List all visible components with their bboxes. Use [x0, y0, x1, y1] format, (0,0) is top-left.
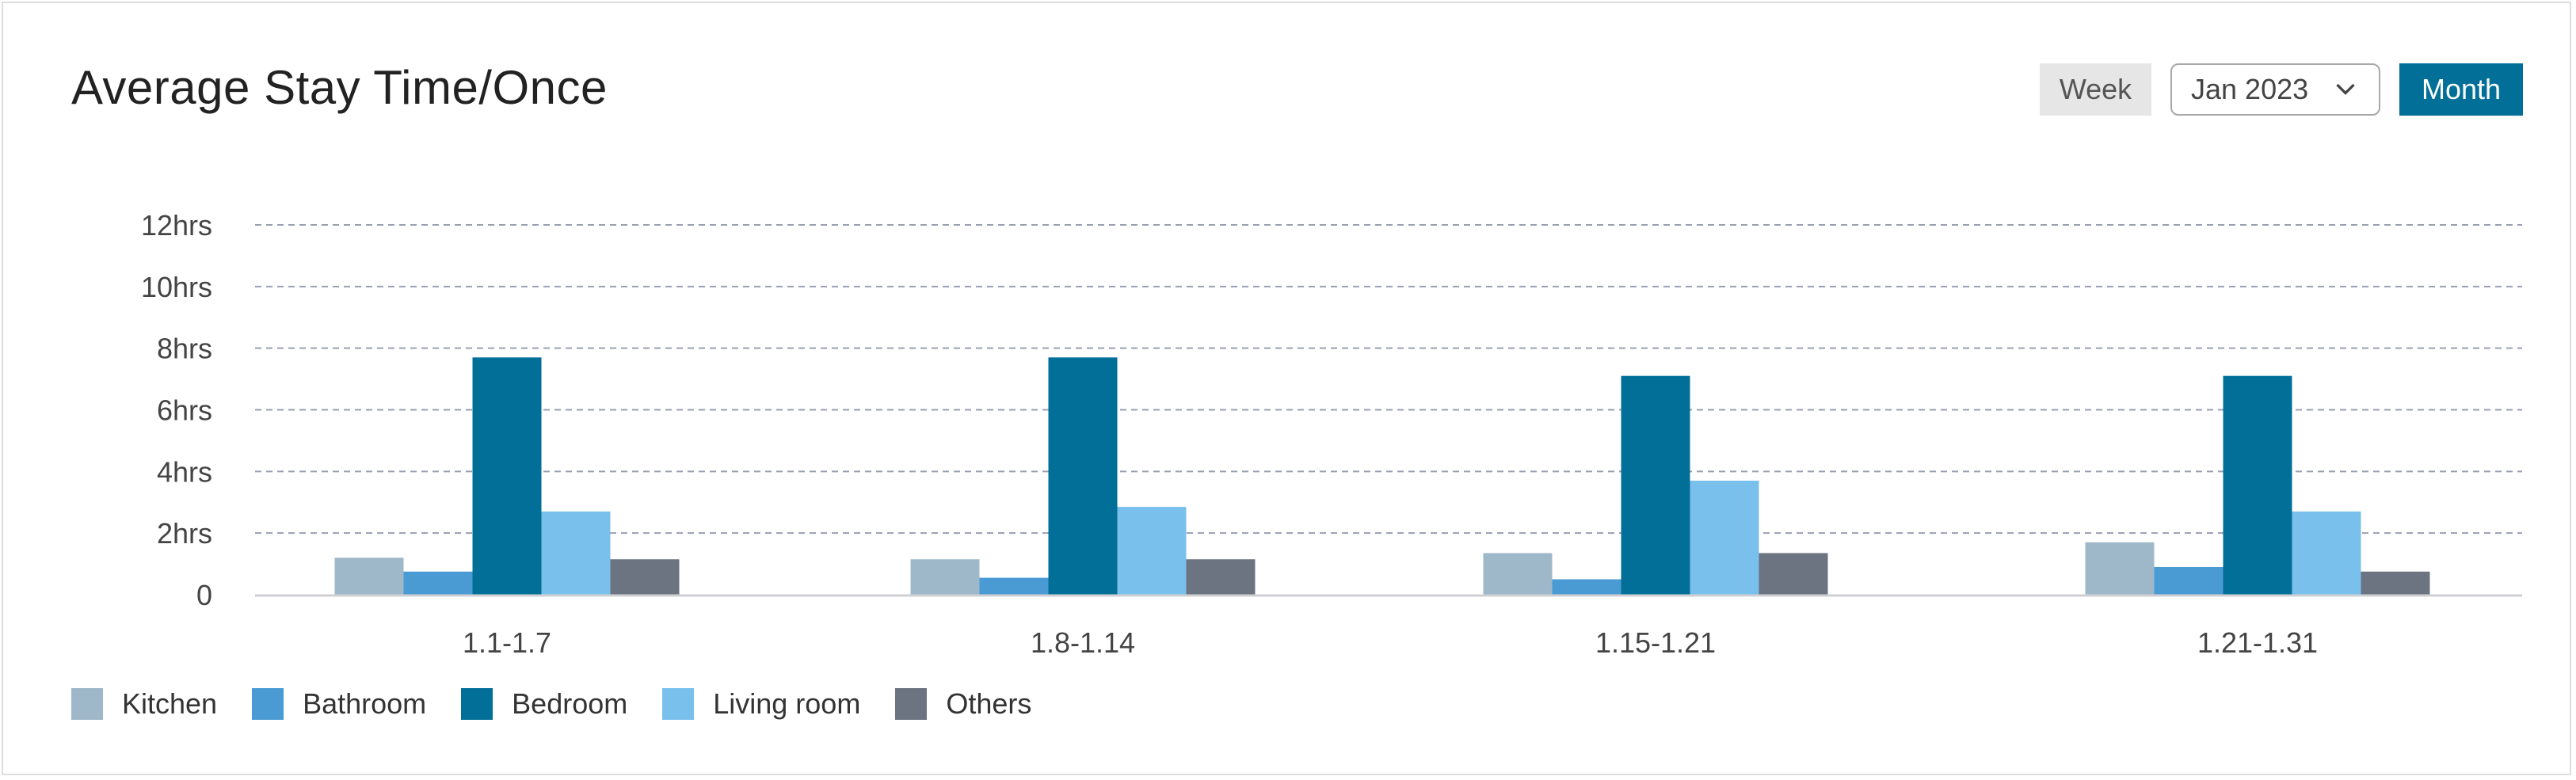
- bar-kitchen: [1483, 553, 1553, 595]
- y-tick-label: 0: [196, 579, 212, 611]
- legend-label: Bedroom: [512, 687, 628, 720]
- chart-title: Average Stay Time/Once: [71, 61, 608, 114]
- bar-others: [1759, 553, 1828, 595]
- legend-item[interactable]: Bathroom: [252, 687, 426, 721]
- legend-swatch: [71, 688, 103, 720]
- chevron-down-icon: [2336, 83, 2355, 95]
- period-controls: Week Jan 2023 Month: [2040, 63, 2523, 116]
- bar-bathroom: [2154, 566, 2224, 595]
- x-tick-label: 1.15-1.21: [1595, 626, 1716, 659]
- bar-kitchen: [910, 559, 980, 595]
- legend-item[interactable]: Living room: [662, 687, 860, 721]
- bar-others: [610, 559, 680, 595]
- y-tick-label: 12hrs: [141, 209, 212, 242]
- bar-bathroom: [1552, 579, 1621, 595]
- week-button[interactable]: Week: [2040, 63, 2151, 116]
- y-tick-label: 2hrs: [157, 517, 212, 550]
- bar-bedroom: [1621, 375, 1690, 595]
- bar-living-room: [1117, 507, 1187, 595]
- chart-legend: Kitchen Bathroom Bedroom Living room Others: [71, 687, 1066, 721]
- bar-living-room: [2292, 511, 2361, 595]
- legend-swatch: [252, 688, 284, 720]
- legend-label: Others: [946, 687, 1032, 720]
- date-dropdown-label: Jan 2023: [2191, 73, 2309, 105]
- legend-item[interactable]: Others: [895, 687, 1031, 721]
- bar-kitchen: [334, 557, 404, 595]
- legend-swatch: [662, 688, 695, 720]
- legend-label: Kitchen: [122, 687, 218, 720]
- month-button[interactable]: Month: [2399, 63, 2523, 116]
- legend-label: Living room: [713, 687, 861, 720]
- x-tick-label: 1.8-1.14: [1031, 626, 1135, 659]
- y-tick-label: 10hrs: [141, 271, 212, 303]
- legend-label: Bathroom: [303, 687, 427, 720]
- bar-others: [2361, 571, 2430, 595]
- legend-swatch: [895, 688, 928, 720]
- bar-bedroom: [1048, 357, 1118, 595]
- date-dropdown[interactable]: Jan 2023: [2170, 63, 2380, 116]
- bar-bedroom: [2223, 375, 2292, 595]
- legend-swatch: [461, 688, 493, 720]
- x-tick-label: 1.1-1.7: [463, 626, 551, 659]
- bar-bathroom: [403, 571, 473, 595]
- bar-living-room: [1690, 481, 1759, 595]
- x-tick-label: 1.21-1.31: [2197, 626, 2318, 659]
- bar-living-room: [541, 511, 611, 595]
- legend-item[interactable]: Bedroom: [461, 687, 627, 721]
- y-tick-label: 8hrs: [157, 333, 212, 365]
- bar-bedroom: [472, 357, 542, 595]
- bar-kitchen: [2085, 542, 2155, 595]
- bar-others: [1186, 559, 1256, 595]
- y-tick-label: 4hrs: [157, 455, 212, 488]
- bar-bathroom: [979, 577, 1049, 595]
- legend-item[interactable]: Kitchen: [71, 687, 217, 721]
- y-tick-label: 6hrs: [157, 394, 212, 427]
